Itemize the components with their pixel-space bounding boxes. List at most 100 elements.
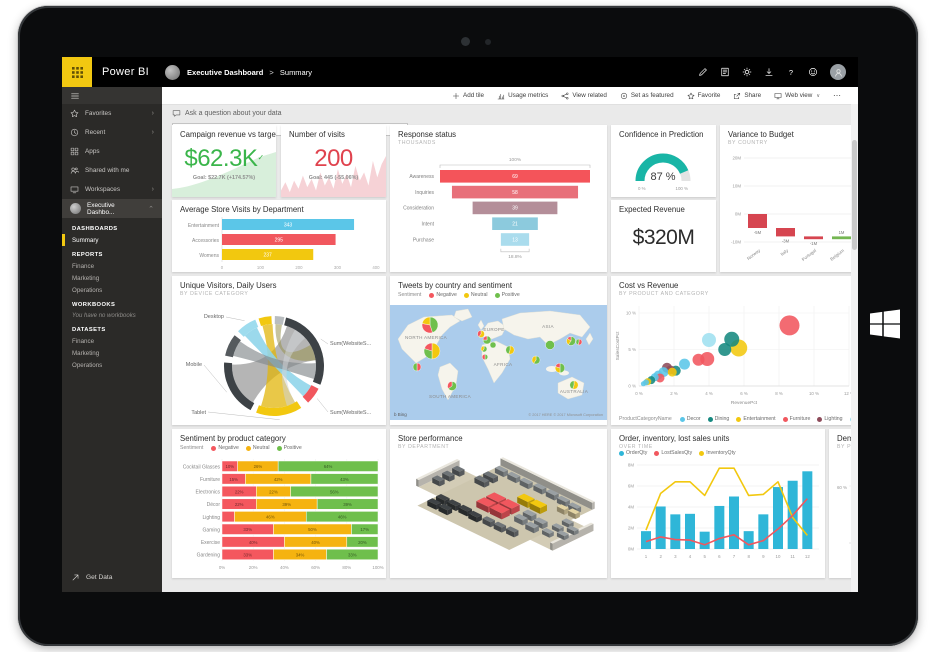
- tile-campaign-revenue[interactable]: Campaign revenue vs target $62.3K✓ Goal:…: [172, 125, 276, 197]
- floorplan-chart: [416, 457, 595, 551]
- toolbar-set-as-featured[interactable]: Set as featured: [620, 92, 674, 100]
- svg-text:5 %: 5 %: [628, 347, 636, 352]
- tile-expected-revenue[interactable]: Expected Revenue $320M: [611, 200, 716, 272]
- people-icon: [70, 167, 79, 174]
- legend-item[interactable]: Positive: [494, 292, 520, 298]
- svg-text:6M: 6M: [628, 484, 634, 489]
- tile-order-inventory[interactable]: Order, inventory, lost sales units OVER …: [611, 429, 825, 578]
- sidebar-item-workspaces[interactable]: Workspaces ›: [62, 180, 162, 199]
- header-smiley-button[interactable]: [808, 67, 818, 77]
- sidebar-datasets-finance[interactable]: Finance: [72, 337, 95, 345]
- header-download-button[interactable]: [764, 67, 774, 77]
- legend-label: Dining: [714, 416, 730, 422]
- tile-tweets-map[interactable]: Tweets by country and sentiment Sentimen…: [390, 276, 607, 425]
- app-launcher-button[interactable]: [62, 57, 92, 87]
- tile-average-store-visits[interactable]: Average Store Visits by Department 0 100 2…: [172, 200, 386, 272]
- toolbar-favorite[interactable]: Favorite: [687, 92, 720, 100]
- sidebar-item-recent[interactable]: Recent ›: [62, 123, 162, 142]
- get-data-button[interactable]: Get Data: [71, 573, 112, 582]
- legend-label: Furniture: [789, 416, 811, 422]
- header-gear-button[interactable]: [742, 67, 752, 77]
- toolbar-view-related[interactable]: View related: [561, 92, 607, 100]
- sidebar-toggle-button[interactable]: [62, 87, 162, 104]
- tile-title: Sentiment by product category: [180, 434, 286, 443]
- toolbar-usage-metrics[interactable]: Usage metrics: [497, 92, 548, 100]
- svg-text:22%: 22%: [269, 489, 278, 494]
- svg-text:100: 100: [257, 265, 265, 270]
- tile-subtitle: BY PRODUC: [837, 444, 858, 450]
- svg-text:58: 58: [512, 190, 518, 196]
- legend-item[interactable]: Negative: [211, 445, 239, 451]
- toolbar-share[interactable]: Share: [733, 92, 761, 100]
- kpi-goal: Goal: $22.7K (+174.57%): [192, 175, 256, 181]
- dashboard-avatar[interactable]: [165, 64, 181, 80]
- header-person-button[interactable]: [830, 64, 846, 80]
- sidebar-datasets-marketing[interactable]: Marketing: [72, 349, 100, 357]
- svg-text:200: 200: [295, 265, 303, 270]
- svg-text:22%: 22%: [235, 502, 244, 507]
- legend-dot-icon: [679, 416, 685, 422]
- tile-sentiment-by-category[interactable]: Sentiment by product category Sentiment N…: [172, 429, 386, 578]
- svg-text:Belgium: Belgium: [829, 248, 845, 262]
- sidebar-item-shared-with-me[interactable]: Shared with me: [62, 161, 162, 180]
- vertical-scrollbar[interactable]: [851, 104, 858, 592]
- svg-text:Intent: Intent: [421, 222, 434, 228]
- svg-text:8 %: 8 %: [775, 391, 783, 396]
- legend-item[interactable]: Decor: [679, 416, 701, 422]
- svg-text:46%: 46%: [338, 515, 347, 520]
- svg-text:SOUTH AMERICA: SOUTH AMERICA: [429, 394, 472, 399]
- toolbar-label: Share: [744, 92, 762, 99]
- sidebar-item-apps[interactable]: Apps: [62, 142, 162, 161]
- chevron-icon: ›: [151, 110, 154, 117]
- toolbar-overflow-button[interactable]: ⋯: [833, 91, 842, 100]
- header-help-button[interactable]: ?: [786, 67, 796, 77]
- legend-item[interactable]: LostSalesQty: [654, 450, 692, 456]
- legend-item[interactable]: Negative: [429, 292, 457, 298]
- svg-text:0M: 0M: [628, 547, 634, 552]
- sidebar-reports-finance[interactable]: Finance: [72, 262, 95, 270]
- legend-item[interactable]: Positive: [276, 445, 302, 451]
- svg-text:Gaming: Gaming: [202, 527, 220, 533]
- legend-title: ProductCategoryName: [619, 416, 672, 422]
- sidebar-datasets-operations[interactable]: Operations: [72, 361, 103, 369]
- header-notes-button[interactable]: [720, 67, 730, 77]
- svg-text:10 %: 10 %: [809, 391, 819, 396]
- legend-item[interactable]: Dining: [707, 416, 730, 422]
- dashboard-toolbar: Add tile Usage metrics View related Set as …: [162, 87, 858, 105]
- tile-confidence-gauge[interactable]: Confidence in Prediction 87 % 0 % 100 %: [611, 125, 716, 197]
- legend-item[interactable]: Neutral: [463, 292, 488, 298]
- legend-item[interactable]: Neutral: [245, 445, 270, 451]
- windows-logo-icon[interactable]: [870, 309, 900, 339]
- tile-variance-to-budget[interactable]: Variance to Budget BY COUNTRY 20M 10M 0M -1…: [720, 125, 858, 272]
- svg-text:33%: 33%: [348, 552, 357, 557]
- sidebar-item-favorites[interactable]: Favorites ›: [62, 104, 162, 123]
- toolbar-add-tile[interactable]: Add tile: [452, 92, 484, 100]
- tile-number-of-visits[interactable]: Number of visits 200 Goal: 445 (-55.06%): [281, 125, 386, 197]
- legend-item[interactable]: Lighting: [817, 416, 843, 422]
- combo-legend: OrderQty LostSalesQty InventoryQty: [619, 450, 821, 456]
- tile-cost-vs-revenue[interactable]: Cost vs Revenue BY PRODUCT AND CATEGORY …: [611, 276, 858, 425]
- toolbar-web-view[interactable]: Web view ∨: [774, 92, 820, 100]
- legend-item[interactable]: Furniture: [782, 416, 811, 422]
- legend-item[interactable]: OrderQty: [619, 450, 647, 456]
- tile-store-performance[interactable]: Store performance BY DEPARTMENT: [390, 429, 607, 578]
- sidebar-reports-marketing[interactable]: Marketing: [72, 274, 100, 282]
- legend-item[interactable]: Entertainment: [736, 416, 776, 422]
- scrollbar-thumb[interactable]: [852, 140, 857, 250]
- sidebar-reports-operations[interactable]: Operations: [72, 286, 103, 294]
- legend-dot-icon: [817, 416, 823, 422]
- tile-response-status[interactable]: Response status THOUSANDS 100% Awareness 6…: [390, 125, 607, 272]
- tile-title: Cost vs Revenue: [619, 281, 679, 290]
- kpi-value: 200: [314, 145, 353, 172]
- card-value: $320M: [632, 226, 695, 249]
- svg-text:0 %: 0 %: [638, 186, 646, 191]
- breadcrumb-primary[interactable]: Executive Dashboard: [187, 67, 264, 77]
- sidebar-item-executive-dashbo-[interactable]: Executive Dashbo... ⌃: [62, 199, 162, 218]
- breadcrumb-secondary[interactable]: Summary: [279, 67, 312, 77]
- sidebar-dashboards-summary[interactable]: Summary: [62, 234, 162, 246]
- plus-icon: [453, 92, 460, 99]
- legend-item[interactable]: InventoryQty: [699, 450, 736, 456]
- header-pencil-button[interactable]: [698, 67, 708, 77]
- svg-text:10: 10: [776, 554, 781, 559]
- tile-unique-visitors[interactable]: Unique Visitors, Daily Users BY DEVICE C…: [172, 276, 386, 425]
